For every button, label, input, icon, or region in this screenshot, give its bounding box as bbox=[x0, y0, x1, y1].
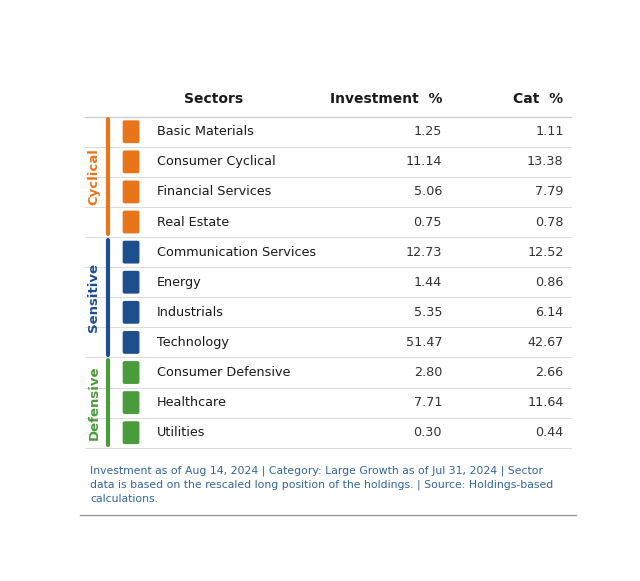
Text: 0.44: 0.44 bbox=[535, 426, 564, 439]
Text: Energy: Energy bbox=[157, 276, 202, 289]
Text: 5.06: 5.06 bbox=[413, 185, 442, 199]
FancyBboxPatch shape bbox=[123, 301, 140, 324]
Text: 1.44: 1.44 bbox=[414, 276, 442, 289]
Text: Communication Services: Communication Services bbox=[157, 246, 316, 259]
FancyBboxPatch shape bbox=[123, 120, 140, 143]
Text: 11.14: 11.14 bbox=[406, 155, 442, 168]
FancyBboxPatch shape bbox=[123, 391, 140, 414]
Text: Industrials: Industrials bbox=[157, 306, 224, 319]
Text: Consumer Defensive: Consumer Defensive bbox=[157, 366, 291, 379]
Text: Technology: Technology bbox=[157, 336, 228, 349]
Text: 42.67: 42.67 bbox=[527, 336, 564, 349]
FancyBboxPatch shape bbox=[123, 241, 140, 264]
FancyBboxPatch shape bbox=[123, 150, 140, 173]
Text: 2.66: 2.66 bbox=[536, 366, 564, 379]
Text: Sectors: Sectors bbox=[184, 92, 243, 106]
Text: 11.64: 11.64 bbox=[527, 396, 564, 409]
Text: Cyclical: Cyclical bbox=[88, 149, 100, 205]
Text: Healthcare: Healthcare bbox=[157, 396, 227, 409]
Text: Cat  %: Cat % bbox=[513, 92, 564, 106]
Text: Real Estate: Real Estate bbox=[157, 216, 229, 228]
Text: Investment as of Aug 14, 2024 | Category: Large Growth as of Jul 31, 2024 | Sect: Investment as of Aug 14, 2024 | Category… bbox=[90, 465, 553, 504]
Text: Defensive: Defensive bbox=[88, 365, 100, 440]
Text: 7.71: 7.71 bbox=[413, 396, 442, 409]
FancyBboxPatch shape bbox=[123, 421, 140, 444]
Text: 13.38: 13.38 bbox=[527, 155, 564, 168]
FancyBboxPatch shape bbox=[123, 210, 140, 234]
FancyBboxPatch shape bbox=[123, 331, 140, 354]
Text: 1.11: 1.11 bbox=[535, 125, 564, 138]
Text: Sensitive: Sensitive bbox=[88, 263, 100, 332]
Text: 51.47: 51.47 bbox=[406, 336, 442, 349]
Text: 6.14: 6.14 bbox=[535, 306, 564, 319]
FancyBboxPatch shape bbox=[123, 181, 140, 203]
Text: 0.75: 0.75 bbox=[413, 216, 442, 228]
Text: 12.52: 12.52 bbox=[527, 246, 564, 259]
Text: 2.80: 2.80 bbox=[413, 366, 442, 379]
Text: 12.73: 12.73 bbox=[406, 246, 442, 259]
Text: Basic Materials: Basic Materials bbox=[157, 125, 253, 138]
Text: 0.78: 0.78 bbox=[535, 216, 564, 228]
Text: Consumer Cyclical: Consumer Cyclical bbox=[157, 155, 275, 168]
Text: 5.35: 5.35 bbox=[413, 306, 442, 319]
Text: Financial Services: Financial Services bbox=[157, 185, 271, 199]
Text: 0.86: 0.86 bbox=[535, 276, 564, 289]
Text: 0.30: 0.30 bbox=[413, 426, 442, 439]
Text: Investment  %: Investment % bbox=[330, 92, 442, 106]
Text: Utilities: Utilities bbox=[157, 426, 205, 439]
Text: 7.79: 7.79 bbox=[535, 185, 564, 199]
FancyBboxPatch shape bbox=[123, 271, 140, 293]
FancyBboxPatch shape bbox=[123, 361, 140, 384]
Text: 1.25: 1.25 bbox=[413, 125, 442, 138]
